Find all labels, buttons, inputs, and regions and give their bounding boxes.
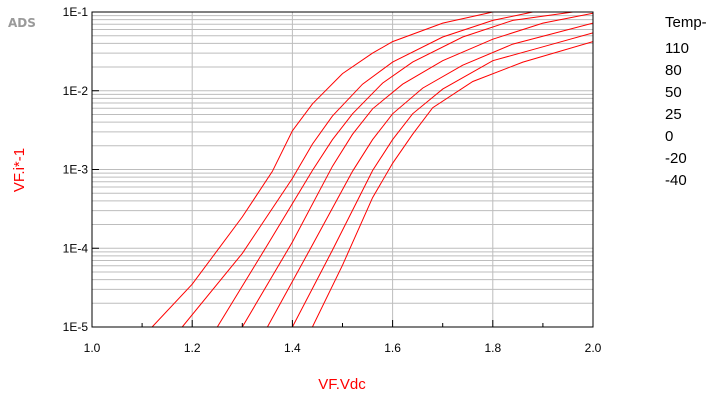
- x-tick-labels: 1.0 1.2 1.4 1.6 1.8 2.0: [84, 341, 602, 355]
- legend-entry: 80: [665, 62, 682, 79]
- x-tick-label: 1.6: [384, 341, 401, 355]
- series-line-110: [151, 12, 493, 327]
- x-tick-label: 2.0: [585, 341, 602, 355]
- series-line--20: [291, 32, 593, 327]
- y-tick-label: 1E-1: [63, 5, 89, 19]
- y-tick-label: 1E-5: [63, 320, 89, 334]
- x-tick-label: 1.2: [184, 341, 201, 355]
- axis-ticks: [91, 11, 594, 328]
- y-tick-label: 1E-4: [63, 241, 89, 255]
- legend-entry: -20: [665, 150, 687, 167]
- legend-entry: 50: [665, 84, 682, 101]
- chart-grid: [92, 12, 593, 327]
- ads-watermark: ADS: [8, 16, 36, 30]
- y-tick-label: 1E-2: [63, 84, 89, 98]
- y-tick-labels: 1E-5 1E-4 1E-3 1E-2 1E-1: [63, 5, 89, 334]
- series-line-0: [266, 22, 593, 327]
- legend: Temp- 110 80 50 25 0 -20 -40: [665, 14, 707, 189]
- legend-entry: 0: [665, 128, 673, 145]
- series-line-50: [216, 12, 574, 327]
- series-group: [151, 12, 593, 327]
- legend-entry: -40: [665, 172, 687, 189]
- x-axis-title: VF.Vdc: [318, 376, 366, 393]
- y-axis-title: VF.i*-1: [11, 148, 28, 192]
- x-tick-label: 1.0: [84, 341, 101, 355]
- legend-entry: 25: [665, 106, 682, 123]
- y-tick-label: 1E-3: [63, 163, 89, 177]
- legend-title: Temp-: [665, 14, 707, 31]
- series-line-80: [181, 12, 534, 327]
- x-tick-label: 1.8: [484, 341, 501, 355]
- series-line-25: [241, 12, 593, 327]
- x-tick-label: 1.4: [284, 341, 301, 355]
- legend-entry: 110: [665, 40, 689, 57]
- series-line--40: [311, 41, 593, 327]
